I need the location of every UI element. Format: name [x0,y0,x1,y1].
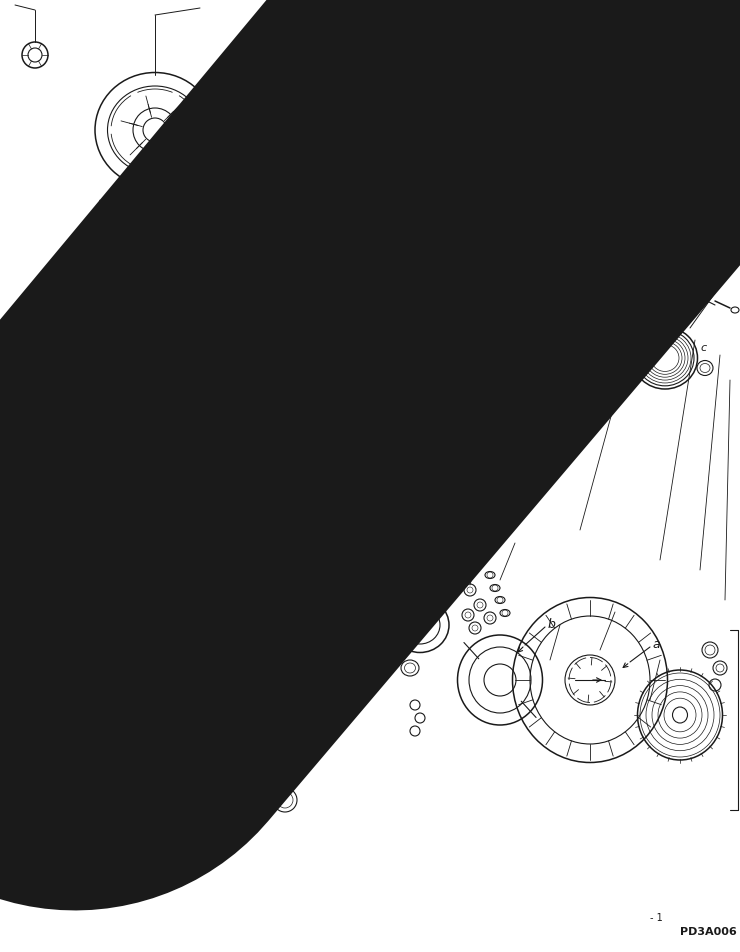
Text: c: c [700,343,706,353]
Text: a: a [18,613,26,626]
Bar [340,605,400,623]
Bar [280,608,320,632]
Bar [265,568,325,593]
Text: b: b [310,459,318,471]
Text: - 1: - 1 [650,913,663,923]
Text: a: a [652,639,659,651]
Text: c: c [267,108,273,118]
Text: b: b [548,619,556,631]
Text: PD3A006: PD3A006 [680,927,737,937]
Bar [233,510,277,558]
Bar [300,545,380,570]
Text: a: a [18,531,26,545]
Bar [222,470,258,498]
Bar [50,610,72,624]
